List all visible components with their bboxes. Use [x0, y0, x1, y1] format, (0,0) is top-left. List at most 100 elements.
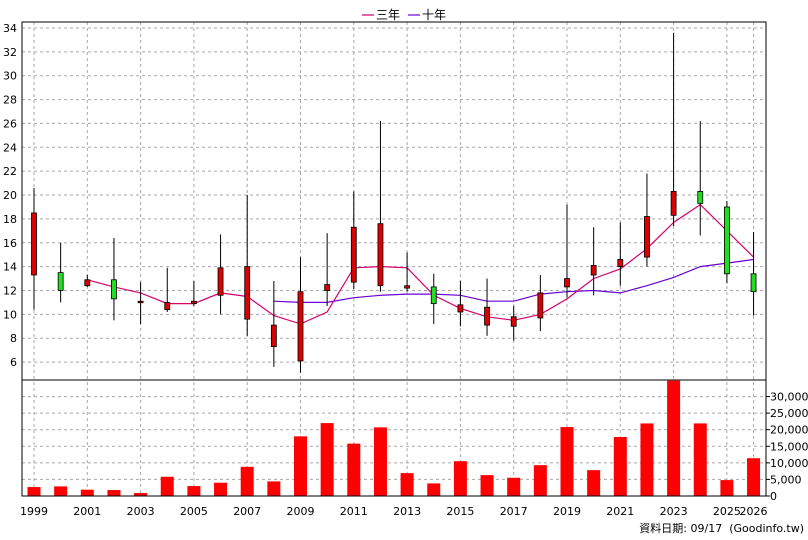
- legend-label-three-year: 三年: [376, 8, 400, 22]
- volume-bar: [667, 380, 681, 496]
- price-tick-label: 10: [3, 308, 17, 321]
- candle-body: [270, 324, 277, 347]
- volume-bar: [54, 486, 68, 496]
- candle-body: [350, 226, 357, 283]
- price-axis: 6 8 10 12 14 16 18 20 22 24 26 28 30 32 34: [3, 22, 17, 369]
- candle: [537, 274, 544, 332]
- volume-bar: [587, 470, 601, 496]
- year-tick-label: 2009: [287, 505, 315, 518]
- data-date-footnote: 資料日期: 09/17 (Goodinfo.tw): [639, 521, 804, 535]
- candle-body: [244, 266, 251, 320]
- candle-body: [510, 316, 517, 327]
- volume-bar: [400, 473, 414, 496]
- candle: [697, 121, 704, 236]
- candle: [57, 242, 64, 303]
- candle-body: [564, 278, 570, 288]
- volume-bar: [427, 483, 441, 496]
- price-tick-label: 16: [3, 237, 17, 250]
- volume-bar: [373, 427, 387, 496]
- candlesticks: [31, 32, 757, 373]
- price-tick-label: 22: [3, 165, 17, 178]
- candle: [510, 306, 517, 341]
- candle: [190, 280, 197, 307]
- volume-bar: [134, 493, 148, 496]
- volume-axis: 0 5,000 10,000 15,000 20,000 25,000 30,000: [766, 391, 808, 503]
- candle-body: [297, 291, 304, 362]
- volume-tick-label: 25,000: [770, 407, 808, 420]
- candle-body: [217, 267, 224, 296]
- candle-body: [537, 292, 544, 319]
- year-tick-label: 2026: [740, 505, 768, 518]
- volume-bar: [320, 423, 334, 496]
- candle-body: [190, 300, 197, 305]
- candle-body: [644, 216, 650, 258]
- year-tick-label: 1999: [20, 505, 48, 518]
- grid-lines: [22, 22, 766, 496]
- volume-bars: [27, 380, 761, 496]
- candle-body: [377, 223, 384, 287]
- year-tick-label: 2003: [127, 505, 155, 518]
- year-tick-label: 2017: [500, 505, 528, 518]
- legend: 三年 十年: [362, 8, 446, 22]
- volume-tick-label: 5,000: [770, 473, 802, 486]
- candle-body: [590, 265, 597, 276]
- volume-tick-label: 10,000: [770, 457, 808, 470]
- candle: [270, 280, 277, 367]
- candle: [564, 204, 570, 298]
- candle-body: [697, 191, 704, 204]
- price-tick-label: 12: [3, 285, 17, 298]
- three-year-average-line: [87, 203, 754, 325]
- candle: [670, 32, 677, 227]
- candle: [217, 234, 224, 315]
- year-tick-label: 2023: [660, 505, 688, 518]
- volume-bar: [640, 423, 654, 496]
- candle: [31, 187, 37, 310]
- candle-body: [84, 279, 91, 287]
- volume-bar: [347, 443, 361, 496]
- volume-bar: [187, 486, 201, 496]
- price-tick-label: 26: [3, 117, 17, 130]
- candle: [137, 282, 144, 324]
- year-tick-label: 2019: [553, 505, 581, 518]
- moving-averages: [87, 203, 754, 325]
- volume-bar: [480, 475, 494, 496]
- candle-body: [31, 212, 37, 276]
- candle: [404, 252, 411, 292]
- volume-bar: [27, 487, 41, 496]
- price-tick-label: 32: [3, 46, 17, 59]
- volume-bar: [160, 476, 174, 496]
- volume-bar: [240, 466, 254, 496]
- legend-label-ten-year: 十年: [422, 8, 446, 22]
- candle-body: [670, 191, 677, 216]
- volume-bar: [267, 481, 281, 496]
- year-tick-label: 2015: [446, 505, 474, 518]
- candle-body: [617, 259, 624, 268]
- x-axis: 1999 2001 2003 2005 2007 2009 2011 2013 2015 2017…: [20, 505, 768, 518]
- price-tick-label: 18: [3, 213, 17, 226]
- candle: [164, 267, 171, 312]
- candle: [430, 273, 437, 324]
- candle-body: [484, 306, 490, 326]
- candle: [297, 257, 304, 373]
- volume-bar: [80, 489, 94, 496]
- candle-body: [750, 273, 757, 293]
- candle-body: [324, 284, 331, 291]
- price-tick-label: 20: [3, 189, 17, 202]
- price-tick-label: 28: [3, 94, 17, 107]
- price-tick-label: 34: [3, 22, 17, 35]
- candle-body: [724, 206, 730, 275]
- volume-bar: [214, 482, 228, 496]
- year-tick-label: 2013: [393, 505, 421, 518]
- volume-bar: [107, 490, 121, 496]
- candle: [484, 278, 490, 336]
- candle: [617, 222, 624, 286]
- volume-panel-frame: [21, 379, 767, 497]
- candle-body: [430, 286, 437, 305]
- candle: [244, 195, 251, 336]
- volume-bar: [693, 423, 707, 496]
- candle: [457, 280, 464, 327]
- volume-tick-label: 30,000: [770, 391, 808, 404]
- candle: [111, 237, 117, 321]
- candle-body: [404, 285, 411, 289]
